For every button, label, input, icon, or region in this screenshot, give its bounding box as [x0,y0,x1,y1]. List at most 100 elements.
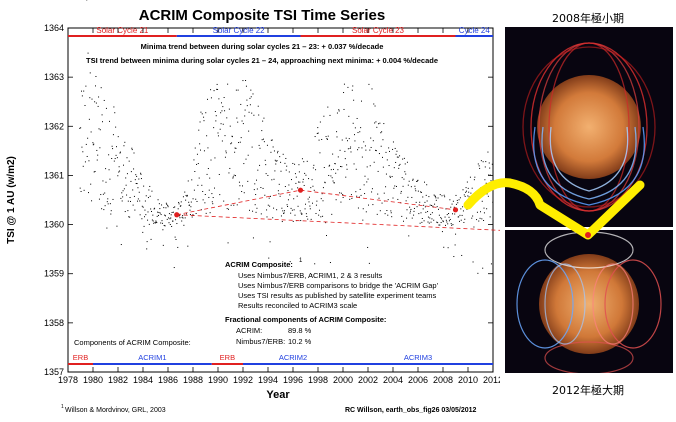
x-tick-label: 1982 [108,375,128,385]
data-point [302,181,304,183]
data-point [443,194,445,196]
data-point [259,266,261,268]
data-point [358,196,360,198]
data-point [438,224,440,226]
data-point [312,167,314,169]
y-tick-label: 1361 [44,170,64,180]
data-point [147,219,149,221]
data-point [107,203,109,205]
data-point [196,153,198,155]
data-point [94,101,96,103]
data-point [361,156,363,158]
data-point [167,206,169,208]
data-point [346,164,348,166]
data-point [127,210,129,212]
data-point [463,194,465,196]
data-point [412,179,414,181]
data-point [347,140,348,142]
data-point [100,194,102,196]
data-point [115,126,117,128]
data-point [312,185,314,187]
data-point [218,173,220,175]
data-point [446,214,448,216]
data-point [451,203,453,205]
data-point [356,117,358,119]
data-point [453,256,455,258]
data-point [122,190,124,192]
data-point [343,92,345,94]
data-point [348,115,350,117]
data-point [331,213,333,215]
data-point [366,181,368,183]
data-point [205,112,207,114]
data-point [178,203,180,205]
data-point [98,198,100,200]
axes: 1978 1980 1982 1984 1986 1988 1990 1992 1994 1996… [44,23,500,385]
data-point [202,199,204,201]
data-point [138,178,140,180]
data-point [356,195,358,197]
data-point [280,170,282,172]
data-point [371,188,373,190]
data-point [249,104,251,106]
y-axis-label: TSI @ 1 AU (w/m2) [6,156,17,244]
data-point [257,169,259,171]
data-point [441,195,443,197]
data-point [360,127,362,129]
x-tick-label: 1998 [308,375,328,385]
data-point [267,174,269,176]
data-point [325,136,327,138]
data-point [413,210,415,212]
data-point [226,117,228,119]
data-point [249,97,251,99]
data-point [403,178,405,180]
data-point [286,165,288,167]
data-point [431,212,433,214]
data-point [450,223,452,225]
data-point [357,207,359,209]
data-point [180,205,182,207]
data-point [216,88,218,90]
data-point [144,200,146,202]
data-point [319,121,321,123]
data-point [173,207,175,209]
data-point [305,203,306,205]
data-point [79,187,81,189]
data-point [453,206,455,208]
trend-line-next [176,214,500,231]
data-point [363,184,365,186]
data-point [91,200,93,202]
data-point [125,184,127,186]
data-point [190,201,192,203]
data-point [390,210,392,212]
data-point [266,216,268,218]
data-point [469,203,471,205]
data-point [192,214,194,216]
data-point [274,170,276,172]
data-point [303,161,305,163]
data-point [381,202,383,204]
data-point [291,188,293,190]
data-point [238,142,240,144]
data-point [194,147,196,149]
y-tick-label: 1359 [44,269,64,279]
composite-line-4: Results reconciled to ACRIM3 scale [238,301,357,310]
data-point [455,203,457,205]
data-point [345,137,347,139]
fraction-value-acrim: 89.8 % [288,326,312,335]
data-point [415,190,417,192]
data-point [430,221,432,223]
data-point [464,195,466,197]
data-point [374,122,376,124]
data-point [274,159,276,161]
data-point [81,95,83,97]
data-point [228,208,229,210]
data-point [103,99,105,101]
data-point [382,166,384,168]
data-point [369,149,371,151]
data-point [391,216,393,218]
data-point [174,206,176,208]
data-point [245,158,247,160]
data-point [383,192,385,194]
data-point [278,193,280,195]
